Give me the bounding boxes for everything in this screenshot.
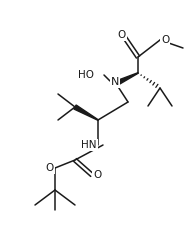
Text: O: O: [161, 35, 169, 45]
Text: O: O: [118, 30, 126, 40]
Polygon shape: [74, 105, 98, 120]
Text: O: O: [93, 170, 101, 180]
Text: HO: HO: [78, 70, 94, 80]
Polygon shape: [116, 73, 138, 85]
Text: O: O: [46, 163, 54, 173]
Text: HN: HN: [82, 140, 97, 150]
Text: N: N: [111, 77, 119, 87]
